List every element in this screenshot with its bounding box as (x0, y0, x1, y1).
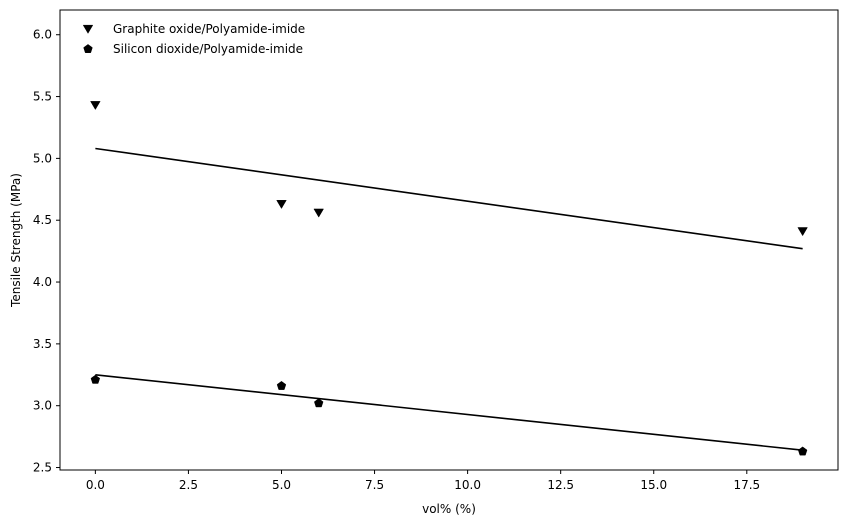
x-axis-ticks: 0.0 2.5 5.0 7.5 10.0 12.5 15.0 17.5 (86, 470, 760, 492)
x-tick-label: 2.5 (179, 478, 198, 492)
x-tick-label: 12.5 (547, 478, 574, 492)
fit-lines (95, 147, 803, 452)
y-tick-label: 5.5 (33, 90, 52, 104)
x-tick-label: 5.0 (272, 478, 291, 492)
fit-line (95, 373, 803, 452)
data-point (90, 101, 101, 111)
y-axis-label: Tensile Strength (MPa) (9, 173, 23, 308)
data-point (797, 227, 808, 237)
legend-marker (82, 24, 94, 34)
x-tick-label: 0.0 (86, 478, 105, 492)
legend: Graphite oxide/Polyamide-imide Silicon di… (82, 22, 305, 56)
data-points (90, 101, 808, 456)
legend-label: Silicon dioxide/Polyamide-imide (113, 42, 303, 56)
legend-marker (83, 44, 93, 53)
data-point (314, 398, 324, 408)
data-point (276, 200, 287, 209)
y-tick-label: 3.5 (33, 337, 52, 351)
x-tick-label: 7.5 (365, 478, 384, 492)
y-tick-label: 4.0 (33, 275, 52, 289)
data-point (313, 208, 324, 218)
plot-frame (59, 9, 839, 471)
legend-label: Graphite oxide/Polyamide-imide (113, 22, 305, 36)
fit-line (95, 147, 803, 250)
x-axis-label: vol% (%) (422, 502, 476, 516)
x-tick-label: 15.0 (640, 478, 667, 492)
x-tick-label: 17.5 (733, 478, 760, 492)
y-tick-label: 2.5 (33, 461, 52, 475)
y-tick-label: 4.5 (33, 213, 52, 227)
data-point (276, 381, 287, 390)
y-tick-label: 6.0 (33, 28, 52, 42)
y-tick-label: 3.0 (33, 399, 52, 413)
x-tick-label: 10.0 (454, 478, 481, 492)
plot-area (60, 10, 838, 470)
y-tick-label: 5.0 (33, 151, 52, 165)
data-point (90, 374, 101, 384)
y-axis-ticks: 2.5 3.0 3.5 4.0 4.5 5.0 5.5 6.0 (33, 28, 60, 475)
data-point (797, 446, 808, 456)
